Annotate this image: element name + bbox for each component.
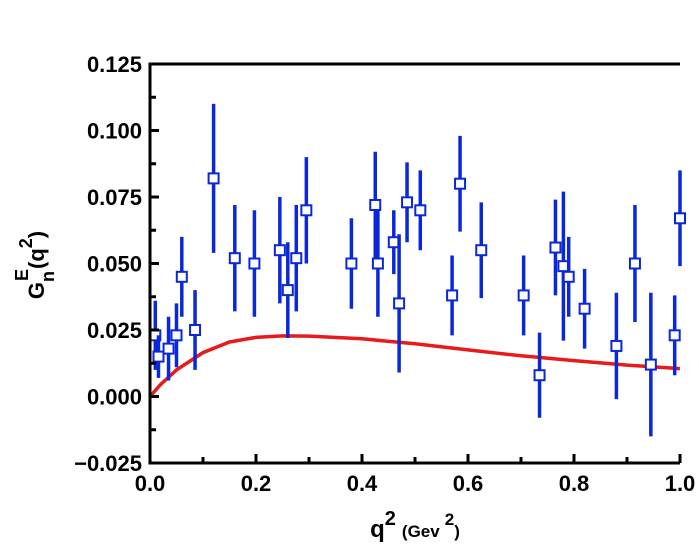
data-point: [290, 252, 303, 265]
data-point: [273, 244, 286, 257]
data-point: [549, 241, 562, 254]
model-curve: [148, 334, 681, 398]
data-point: [628, 257, 641, 270]
y-tick-label: 0.075: [87, 185, 142, 210]
x-axis-title-unit: (Gev: [402, 522, 440, 541]
data-point: [387, 236, 400, 249]
data-point: [175, 270, 188, 283]
y-tick-label: 0.000: [87, 385, 142, 410]
x-tick-label: 0.6: [453, 471, 484, 496]
data-point: [228, 252, 241, 265]
data-point: [674, 212, 686, 225]
data-point: [300, 204, 313, 217]
y-axis-title-sup: E: [12, 269, 32, 281]
data-point: [644, 358, 657, 371]
x-axis-title-sup: 2: [385, 508, 396, 530]
x-tick-label: 0.2: [241, 471, 272, 496]
data-point: [446, 289, 459, 302]
data-point: [393, 297, 406, 310]
data-point: [371, 257, 384, 270]
y-tick-label: 0.100: [87, 119, 142, 144]
data-points-layer: [149, 103, 686, 437]
data-point: [578, 302, 591, 315]
data-point: [189, 324, 202, 336]
data-point: [668, 329, 681, 342]
data-point: [562, 270, 575, 283]
data-point: [414, 204, 427, 217]
x-tick-label: 1.0: [665, 471, 696, 496]
data-point: [517, 289, 530, 302]
x-axis-title: q2(Gev2): [370, 508, 460, 543]
data-point: [475, 244, 488, 257]
y-axis-title-arg-close: ): [24, 231, 49, 238]
y-axis-title-base: G: [24, 282, 49, 299]
y-tick-label: 0.050: [87, 252, 142, 277]
x-tick-label: 0.0: [135, 471, 166, 496]
data-point: [162, 342, 175, 355]
data-point: [207, 172, 220, 185]
y-axis-title-arg-sup: 2: [16, 238, 36, 248]
data-point: [345, 257, 358, 270]
y-axis-title-sub: n: [38, 271, 58, 282]
y-tick-label: −0.025: [74, 451, 142, 476]
data-point: [610, 339, 623, 352]
y-tick-label: 0.125: [87, 52, 142, 77]
x-axis-title-base: q: [370, 516, 385, 543]
y-axis-title: GnE(q2): [12, 231, 58, 299]
model-curve-layer: [148, 334, 681, 398]
x-tick-label: 0.4: [347, 471, 378, 496]
y-tick-label: 0.025: [87, 318, 142, 343]
data-point: [248, 257, 261, 270]
data-point: [454, 177, 467, 190]
data-point: [557, 260, 570, 273]
data-point: [170, 329, 183, 342]
data-point: [369, 198, 382, 211]
data-point: [533, 369, 546, 382]
y-axis-title-arg: (q: [24, 248, 49, 269]
data-point: [401, 196, 414, 209]
axes: [148, 62, 682, 465]
data-point: [281, 284, 294, 297]
x-axis-title-unit-sup: 2: [445, 510, 454, 529]
x-tick-label: 0.8: [559, 471, 590, 496]
data-point: [152, 350, 165, 363]
tick-labels: −0.025 0.000 0.025 0.050 0.075 0.100 0.125 0.0 0…: [74, 52, 695, 496]
x-axis-title-unit-close: ): [454, 522, 460, 541]
